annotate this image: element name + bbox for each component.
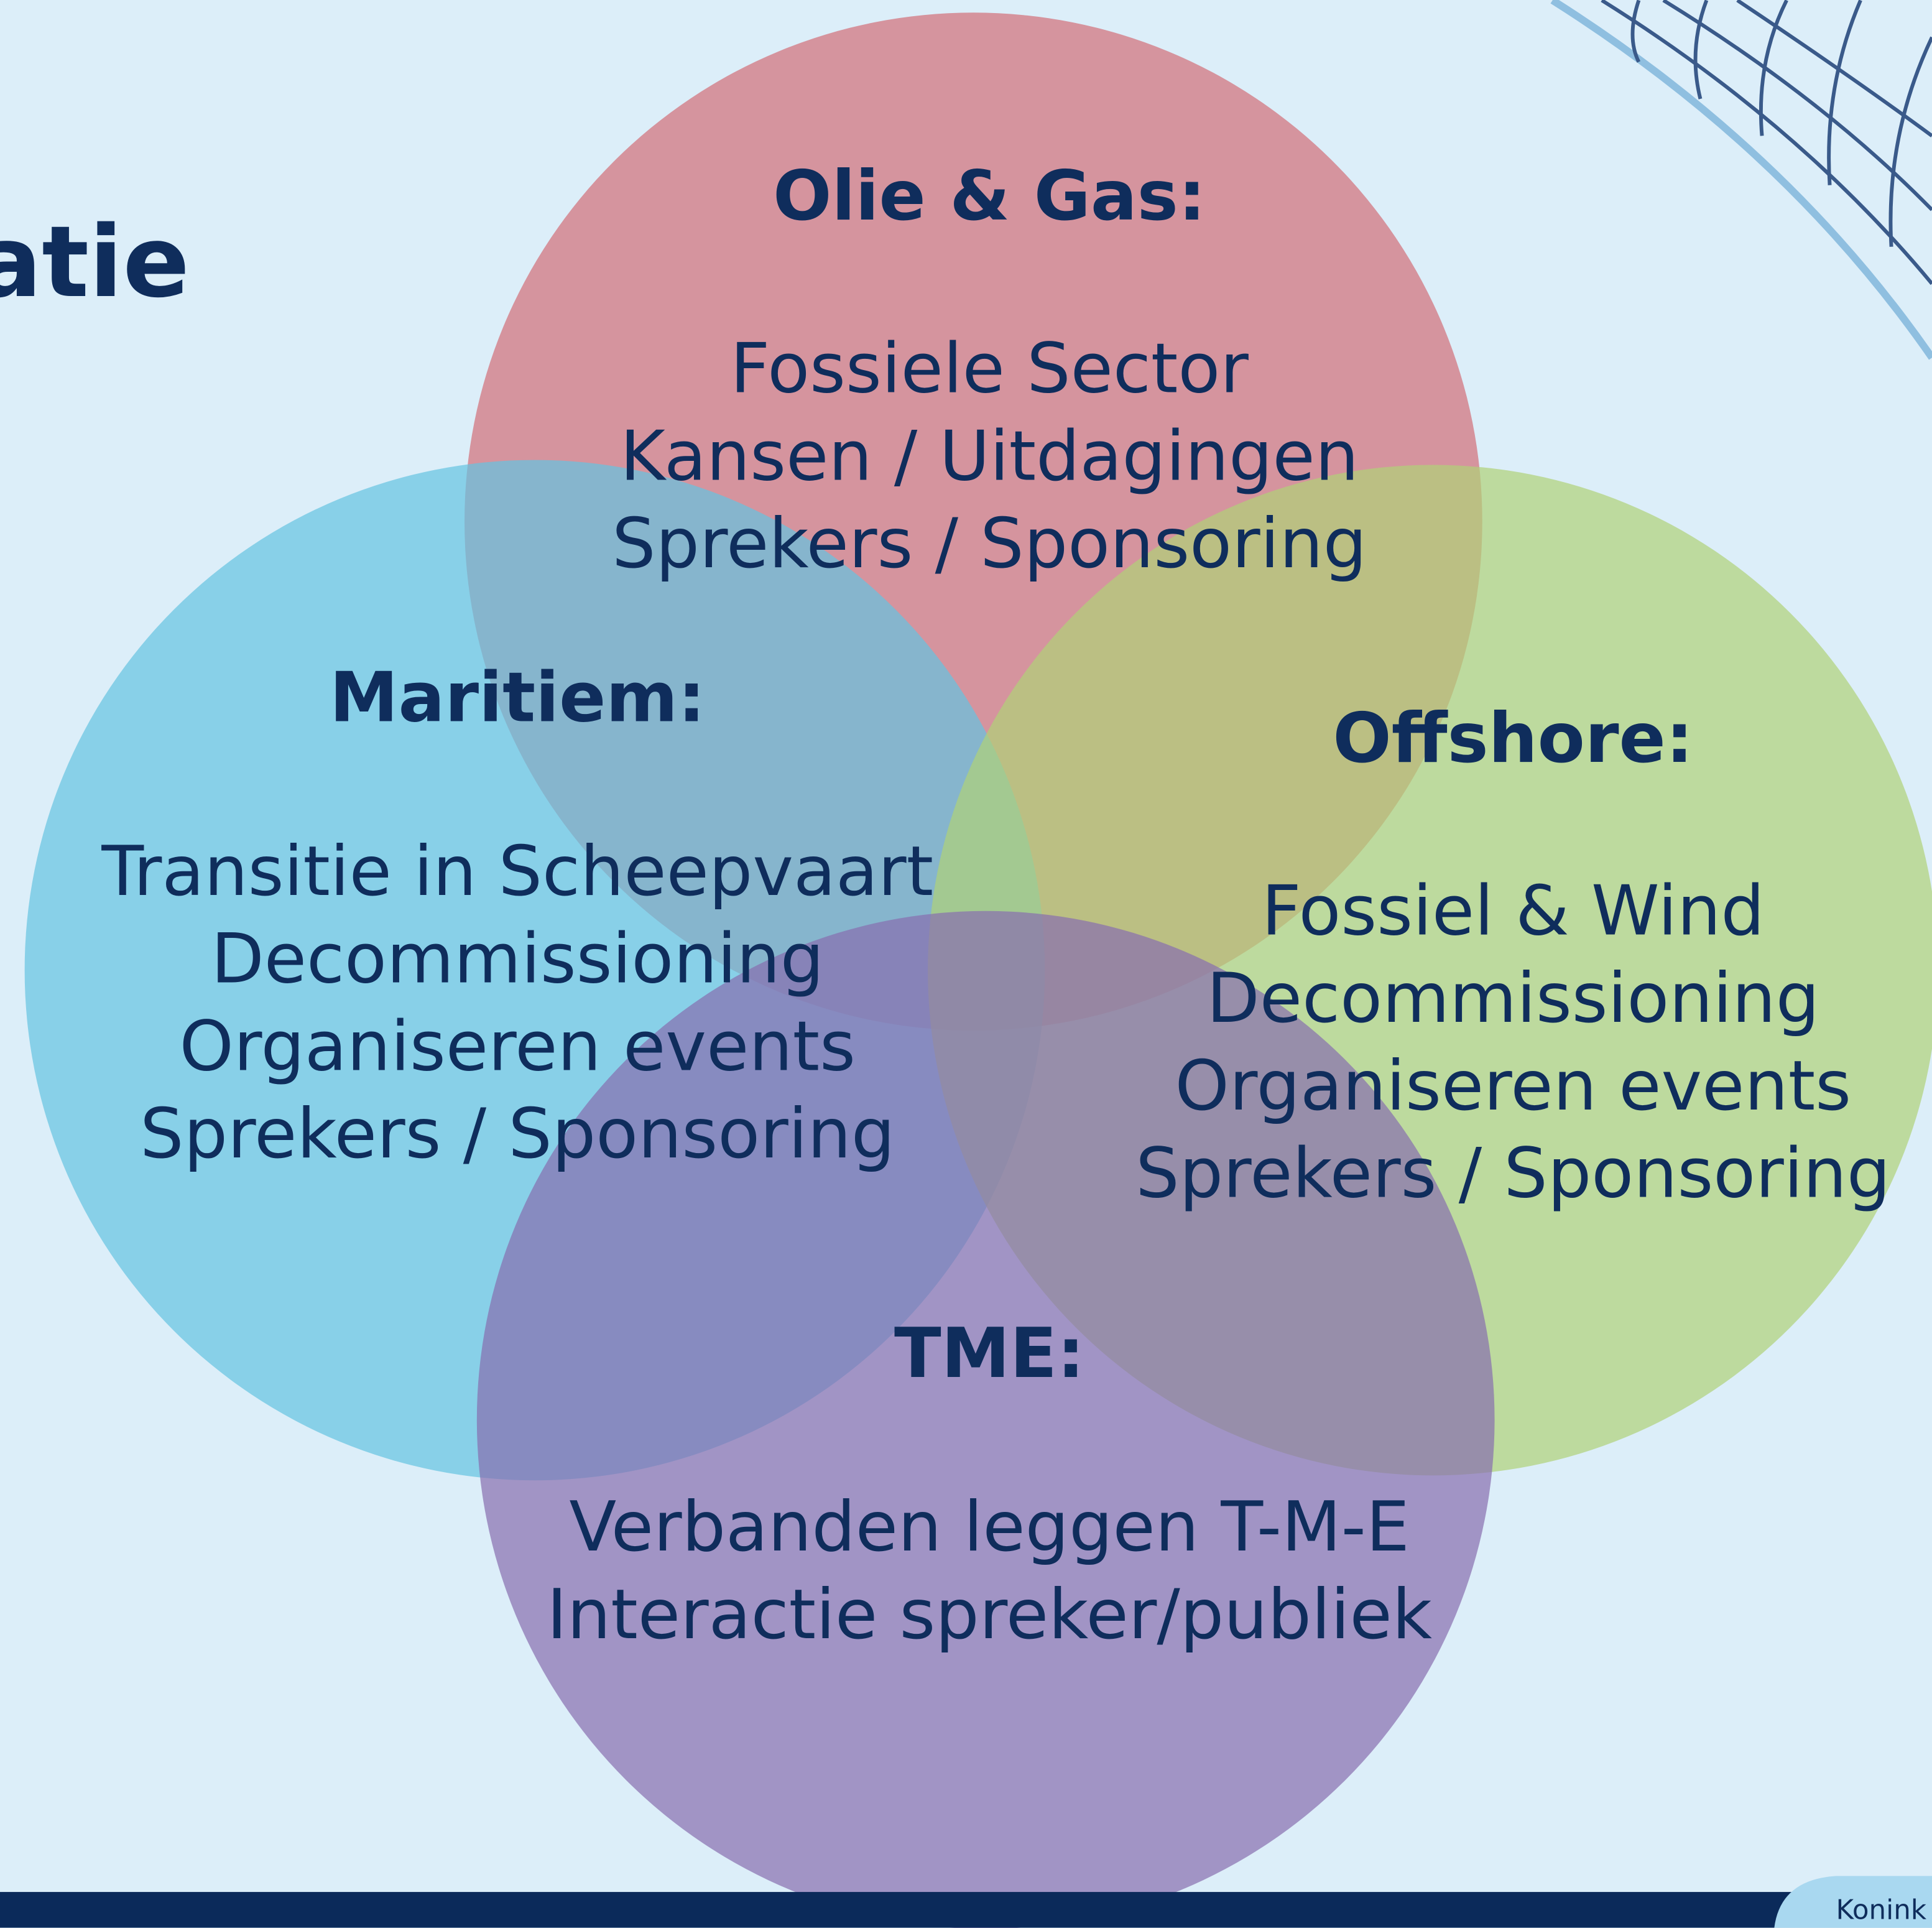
group-line: Verbanden leggen T-M-E xyxy=(569,1487,1409,1567)
group-line: Fossiele Sector xyxy=(730,329,1249,409)
slide: atie Olie & Gas: Fossiele SectorKansen / … xyxy=(0,0,1932,1928)
group-line: Decommissioning xyxy=(211,919,824,999)
group-heading: TME: xyxy=(894,1314,1084,1394)
group-line: Sprekers / Sponsoring xyxy=(612,504,1367,584)
group-line: Transitie in Scheepvaart xyxy=(101,832,933,912)
group-line: Sprekers / Sponsoring xyxy=(140,1094,895,1174)
group-line: Organiseren events xyxy=(179,1006,855,1087)
group-line: Interactie spreker/publiek xyxy=(547,1575,1432,1655)
group-line: Fossiel & Wind xyxy=(1262,871,1765,951)
group-heading: Maritiem: xyxy=(330,658,705,738)
footer-text: Konink xyxy=(1836,1895,1926,1926)
group-heading: Olie & Gas: xyxy=(773,156,1206,236)
group-line: Kansen / Uitdagingen xyxy=(620,416,1359,496)
page: atie Olie & Gas: Fossiele SectorKansen / … xyxy=(0,0,1932,1928)
group-heading: Offshore: xyxy=(1333,698,1693,779)
footer-bar xyxy=(0,1892,1932,1927)
group-line: Organiseren events xyxy=(1175,1046,1851,1126)
group-line: Sprekers / Sponsoring xyxy=(1135,1134,1890,1214)
group-line: Decommissioning xyxy=(1206,958,1819,1039)
slide-title: atie xyxy=(0,205,190,320)
